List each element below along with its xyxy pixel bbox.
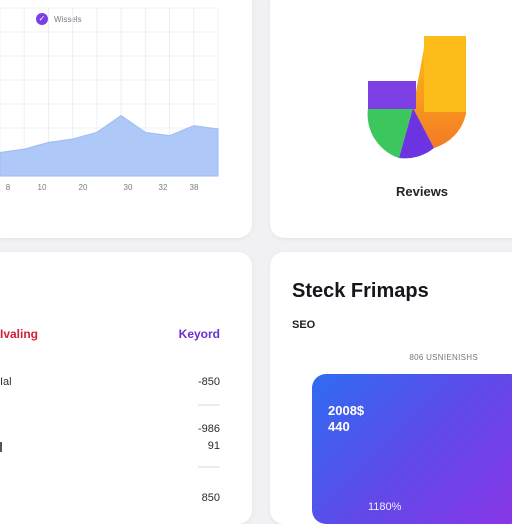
reviews-logo-graphic [367,36,466,159]
x-tick-label: 30 [124,183,133,192]
x-tick-label: 8 [6,183,11,192]
panel-metrics: 2008$ 440 [328,403,364,435]
seo-gradient-panel[interactable]: 2008$ 440 1180% [312,374,512,524]
keyword-card: Ivaling Keyord Ial -850 -986 91 850 [0,252,252,524]
seo-card-title: Steck Frimaps [292,280,429,302]
x-tick-label: 32 [159,183,168,192]
keyword-column-heading[interactable]: Keyord [178,327,220,341]
chart-legend[interactable]: ✓ Wissels [36,13,82,25]
legend-check-icon[interactable]: ✓ [36,13,48,25]
panel-line-1: 2008$ [328,403,365,418]
panel-percent: 1180% [368,501,402,513]
reviews-card: Reviews [270,0,512,238]
x-tick-label: 20 [79,183,88,192]
left-column-heading: Ivaling [0,327,39,341]
logo-purple-segment [399,108,434,159]
row-divider [198,466,220,468]
seo-note: 806 USNIENISHS [409,353,478,362]
keyword-row-label: Ial [0,376,12,388]
logo-purple-block [368,81,416,109]
legend-label: Wissels [54,14,82,24]
seo-subtitle: SEO [292,319,316,331]
reviews-title: Reviews [396,184,449,199]
traffic-chart-card: ✓ Wissels 8 10 20 30 32 38 [0,0,252,238]
x-tick-label: 38 [190,183,199,192]
logo-yellow-bar [424,36,466,112]
keyword-row-value: -850 [197,376,220,388]
area-chart: 8 10 20 30 32 38 [0,7,219,192]
keyword-row-value: 850 [201,492,220,504]
row-divider [198,404,220,406]
x-tick-label: 10 [38,183,47,192]
area-series [0,114,219,177]
keyword-row-value: -986 [197,423,220,435]
logo-green-segment [367,108,413,158]
keyword-row-value: 91 [207,440,220,452]
seo-card: Steck Frimaps SEO 806 USNIENISHS 2008$ 4… [270,252,512,524]
panel-line-2: 440 [328,419,350,434]
row-marker [0,442,2,452]
